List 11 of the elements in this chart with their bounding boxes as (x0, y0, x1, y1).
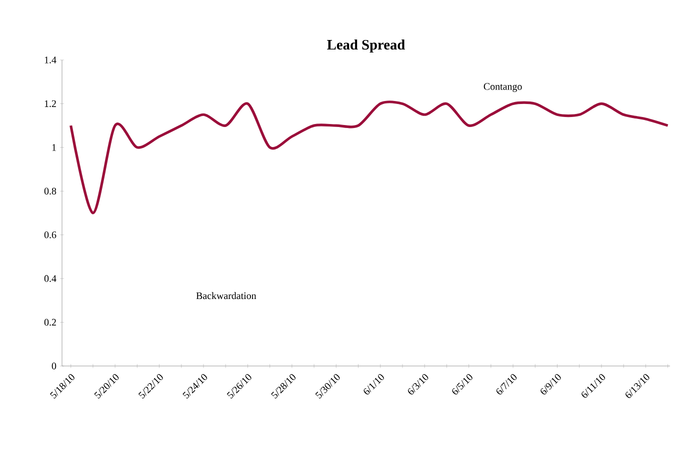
annotation: Contango (484, 83, 522, 92)
y-tick-label: 1.2 (44, 100, 56, 108)
y-tick-label: 1.4 (44, 56, 56, 64)
y-tick-label: 1 (52, 144, 56, 151)
y-tick-label: 0.8 (44, 188, 56, 195)
annotation: Backwardation (196, 292, 256, 300)
y-tick-label: 0.6 (44, 231, 56, 238)
y-tick-label: 0 (52, 362, 56, 370)
chart-title: Lead Spread (327, 39, 405, 52)
y-tick-label: 0.4 (44, 275, 56, 282)
y-tick-label: 0.2 (44, 318, 56, 326)
